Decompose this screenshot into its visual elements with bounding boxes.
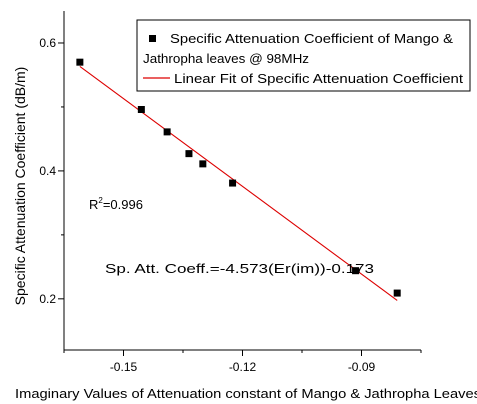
y-tick-label: 0.6 [39,36,56,50]
axis-ticks [58,42,422,356]
x-axis-label: Imaginary Values of Attenuation constant… [15,386,477,401]
data-point [352,267,360,275]
data-point [393,289,401,297]
r-squared-annotation: R2=0.996 [89,196,143,212]
axis-tick-labels: -0.15 -0.12 -0.09 0.2 0.4 0.6 [39,36,375,374]
y-axis-label: Specific Attenuation Coefficient (dB/m) [12,67,28,306]
legend: Specific Attenuation Coefficient of Mang… [136,19,471,92]
x-tick-label: -0.15 [110,360,138,374]
fit-layer [79,66,398,301]
r-squared-value: =0.996 [103,197,143,212]
data-point [199,160,207,168]
linear-fit-line [79,66,398,301]
data-point [137,106,145,114]
x-tick-label: -0.09 [348,360,376,374]
x-tick-label: -0.12 [229,360,257,374]
r-squared-prefix: R [89,197,98,212]
legend-label-points-line2: Jathropha leaves @ 98MHz [143,51,309,66]
data-point [229,179,237,187]
legend-box [136,19,471,92]
legend-label-points-line1: Specific Attenuation Coefficient of Mang… [170,31,453,46]
data-point [185,150,193,158]
data-point [163,128,171,136]
y-tick-label: 0.4 [39,164,56,178]
legend-label-fit: Linear Fit of Specific Attenuation Coeff… [174,71,463,86]
r-squared-superscript: 2 [98,196,103,205]
y-tick-label: 0.2 [39,292,56,306]
fit-equation-annotation: Sp. Att. Coeff.=-4.573(Er(im))-0.173 [105,261,374,276]
legend-marker-square [149,35,156,42]
data-point [76,58,84,66]
points-layer [76,58,401,297]
